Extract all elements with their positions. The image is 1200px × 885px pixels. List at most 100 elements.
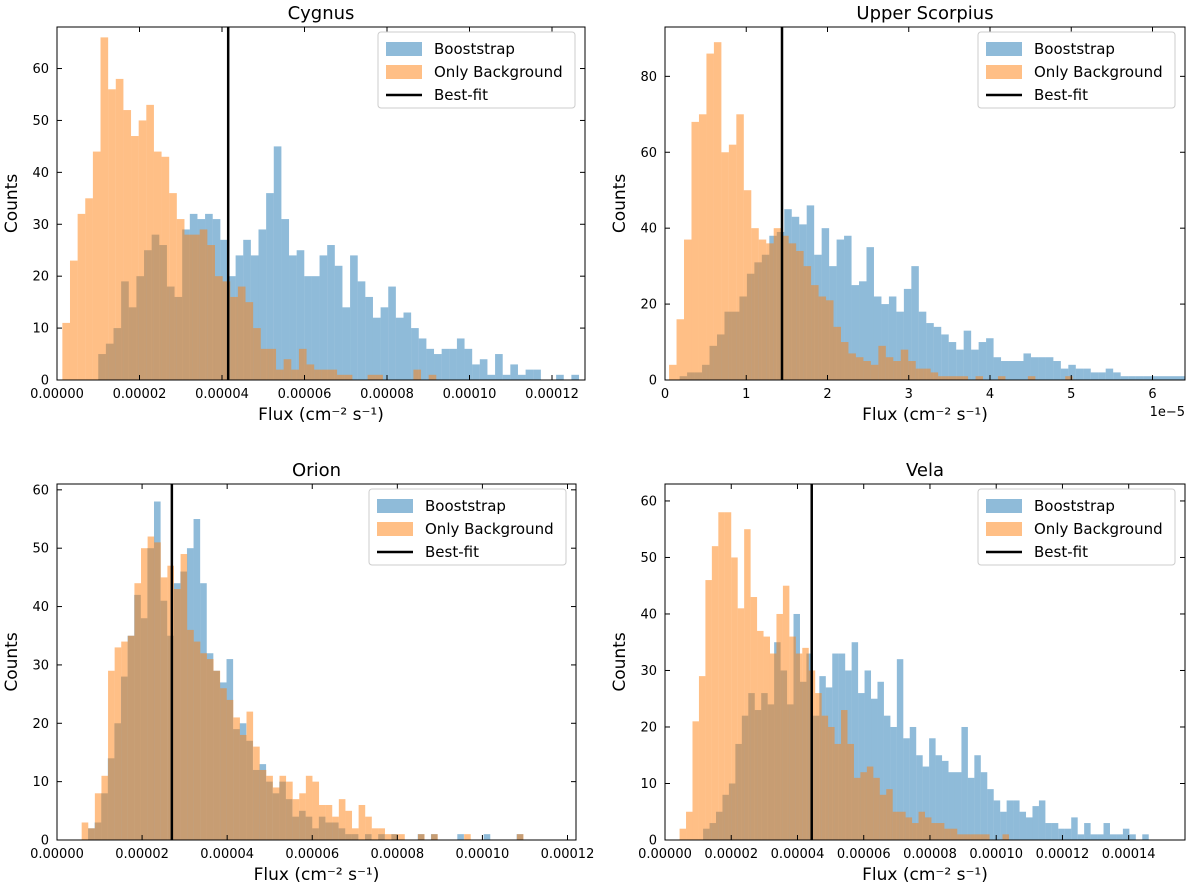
histogram-bar [713,42,722,380]
histogram-bar [380,307,389,380]
histogram-bar [855,357,864,380]
histogram-bar [935,755,943,840]
histogram-bar [441,348,450,380]
histogram-bar [750,597,758,840]
x-tick-label: 0.00002 [704,847,758,862]
histogram-bar [1065,376,1073,380]
histogram-bar [431,834,438,840]
x-tick-label: 0.00004 [200,847,254,862]
histogram-bar [1195,376,1200,380]
x-tick-label: 0.00008 [360,387,414,402]
histogram-bar [69,260,78,380]
histogram-bar [62,322,70,380]
legend-label-best-fit: Best-fit [425,543,479,561]
histogram-bar [1019,811,1027,840]
histogram-bar [250,255,259,380]
histogram-bar [357,281,366,380]
y-tick-label: 0 [41,374,49,389]
histogram-bar [1188,376,1195,380]
legend-label-best-fit: Best-fit [1034,543,1088,561]
histogram-bar [259,769,267,840]
histogram-bar [954,772,962,840]
histogram-bar [207,245,215,380]
histogram-bar [154,542,161,840]
histogram-bar [365,296,373,380]
histogram-bar [337,374,345,380]
y-axis-label: Counts [610,174,630,233]
histogram-bar [957,834,964,840]
histogram-bar [457,834,464,840]
histogram-bar [146,104,154,380]
histogram-bar [200,653,207,840]
histogram-bar [266,775,273,840]
histogram-bar [721,152,729,380]
y-tick-label: 10 [640,777,657,792]
histogram-bar [975,376,984,380]
histogram-bar [391,834,399,840]
histogram-bar [268,348,277,380]
histogram-bar [847,743,854,840]
histogram-bar [1001,361,1009,380]
x-tick-label: 4 [986,387,994,402]
histogram-bar [937,823,945,840]
histogram-bar [736,114,744,380]
histogram-bar [220,688,227,840]
histogram-bar [776,613,783,840]
histogram-bar [945,376,954,380]
histogram-bar [815,693,822,840]
histogram-bar [456,338,465,380]
histogram-bar [933,326,942,380]
histogram-bar [941,334,949,380]
histogram-bar [833,326,841,380]
x-tick-label: 0.00000 [30,387,84,402]
histogram-bar [1045,357,1054,380]
x-tick-label: 5 [1067,387,1075,402]
y-tick-label: 40 [32,166,49,181]
histogram-bar [314,369,322,380]
series-only-background [62,37,437,380]
y-tick-label: 10 [32,775,49,790]
histogram-bar [828,726,835,840]
histogram-bar [1097,834,1104,840]
histogram-bar [108,670,115,840]
histogram-bar [896,311,904,380]
histogram-bar [737,608,745,840]
histogram-bar [88,828,95,840]
histogram-bar [299,793,306,840]
histogram-bar [980,772,988,840]
legend: Booststrap Only Background Best-fit [368,488,567,566]
legend-label-booststrap: Booststrap [1034,40,1115,58]
legend-swatch-only-background [386,65,422,79]
histogram-bar [818,296,827,380]
histogram-bar [698,114,707,380]
histogram-bar [888,296,897,380]
legend-label-booststrap: Booststrap [425,497,506,515]
histogram-bar [100,37,109,380]
histogram-bar [840,342,849,380]
histogram-bar [516,834,524,840]
y-axis-label: Counts [610,632,630,691]
histogram-bar [963,834,971,840]
histogram-bar [974,755,981,840]
histogram-bar [222,281,231,380]
histogram-bar [1027,376,1036,380]
histogram-bar [931,823,938,840]
histogram-bar [863,361,871,380]
histogram-bar [344,374,353,380]
chart-title: Vela [906,460,944,481]
histogram-bar [900,349,909,380]
x-tick-label: 0.00000 [638,847,692,862]
histogram-bar [94,793,102,840]
histogram-bar [594,375,602,380]
y-tick-label: 50 [640,551,657,566]
legend-label-booststrap: Booststrap [434,40,515,58]
y-tick-label: 60 [640,494,657,509]
histogram-bar [304,276,312,380]
histogram-bar [77,213,86,380]
histogram-bar [281,219,290,380]
legend: Booststrap Only Background Best-fit [977,31,1176,109]
histogram-bar [525,369,534,380]
chart-title: Cygnus [288,3,355,24]
histogram-bar [796,250,804,380]
